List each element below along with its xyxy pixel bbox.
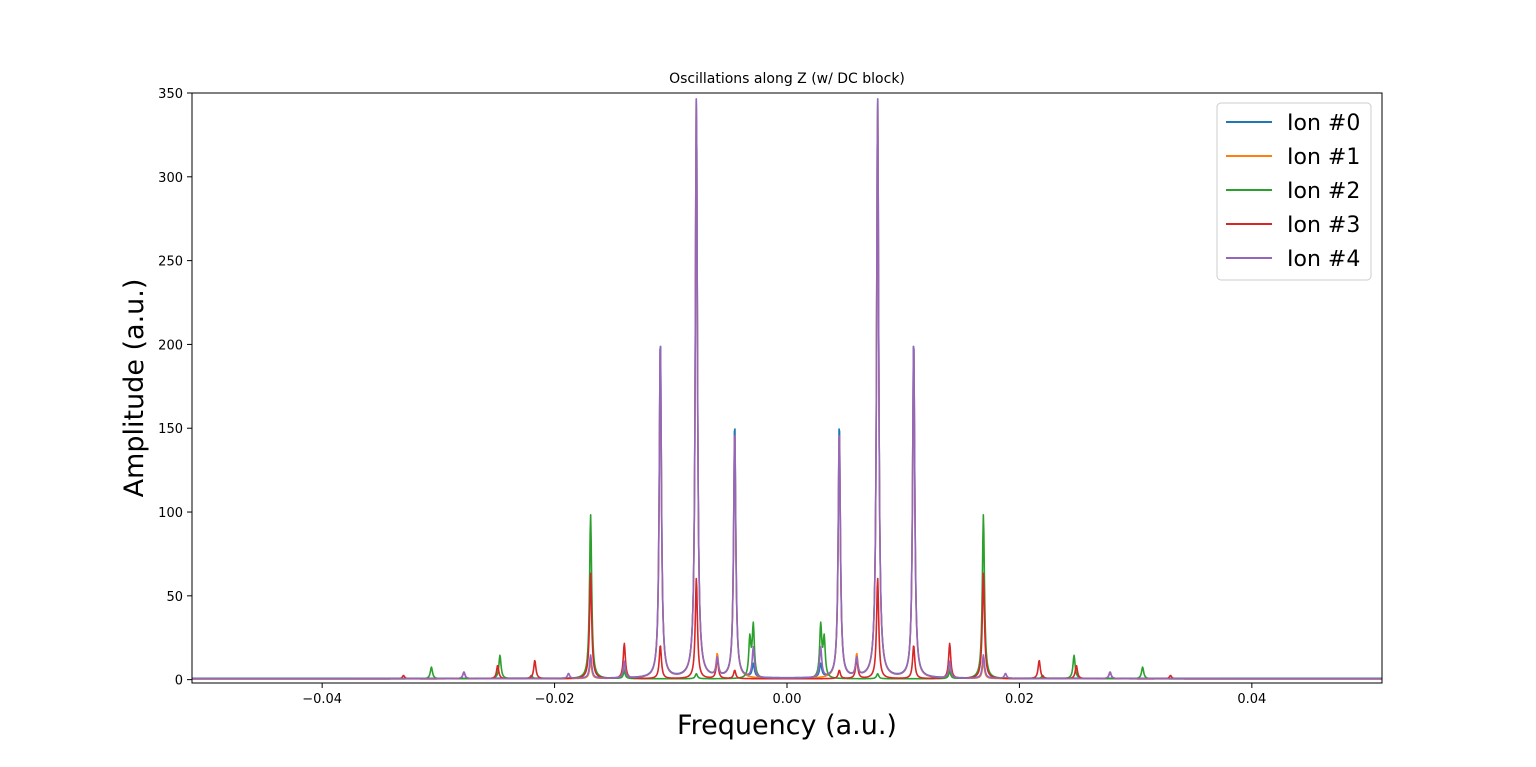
- x-tick-label: −0.04: [302, 692, 342, 707]
- y-tick-label: 0: [175, 674, 183, 689]
- legend-box: [1216, 102, 1372, 281]
- y-axis-label: Amplitude (a.u.): [119, 279, 150, 498]
- legend-label-2: Ion #2: [1287, 179, 1360, 204]
- legend-label-0: Ion #0: [1287, 111, 1360, 136]
- y-tick-label: 350: [158, 87, 183, 102]
- x-axis-label: Frequency (a.u.): [677, 710, 897, 741]
- y-tick-label: 100: [158, 506, 183, 521]
- x-tick-label: 0.00: [773, 692, 802, 707]
- chart-title: Oscillations along Z (w/ DC block): [669, 71, 905, 87]
- y-tick-label: 200: [158, 338, 183, 353]
- series-layer: [192, 98, 1382, 680]
- y-axis-ticks: 0 50 100 150 200 250 300 350: [158, 87, 192, 689]
- legend-label-4: Ion #4: [1287, 247, 1360, 272]
- legend-label-3: Ion #3: [1287, 213, 1360, 238]
- legend-items: Ion #0 Ion #1 Ion #2 Ion #3 Ion #4: [1226, 111, 1360, 272]
- y-tick-label: 150: [158, 422, 183, 437]
- legend-label-1: Ion #1: [1287, 145, 1360, 170]
- x-tick-label: 0.04: [1237, 692, 1266, 707]
- y-tick-label: 250: [158, 255, 183, 270]
- x-axis-ticks: −0.04 −0.02 0.00 0.02 0.04: [302, 683, 1266, 707]
- series-line-4: [192, 98, 1382, 680]
- x-tick-label: −0.02: [535, 692, 575, 707]
- y-tick-label: 300: [158, 171, 183, 186]
- legend: Ion #0 Ion #1 Ion #2 Ion #3 Ion #4: [1216, 102, 1372, 281]
- x-tick-label: 0.02: [1005, 692, 1034, 707]
- y-tick-label: 50: [166, 590, 183, 605]
